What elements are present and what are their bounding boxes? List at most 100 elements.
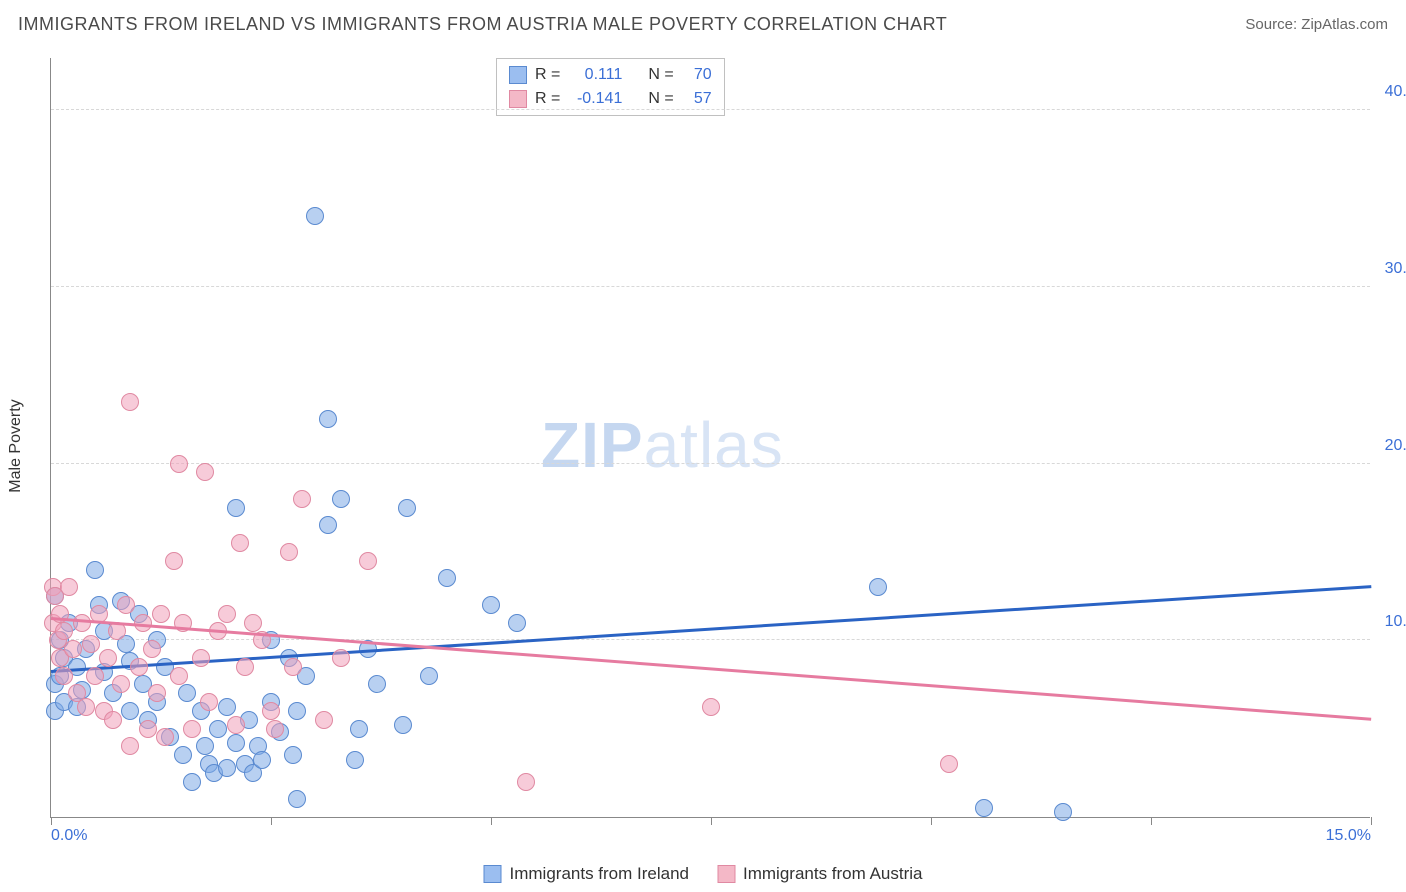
data-point	[108, 622, 126, 640]
r-label: R =	[535, 90, 560, 108]
x-tick	[1151, 817, 1152, 825]
data-point	[280, 543, 298, 561]
y-tick-label: 20.0%	[1385, 437, 1406, 455]
y-tick-label: 30.0%	[1385, 260, 1406, 278]
x-tick-label: 15.0%	[1326, 827, 1371, 845]
data-point	[508, 614, 526, 632]
data-point	[517, 773, 535, 791]
data-point	[288, 702, 306, 720]
x-tick	[711, 817, 712, 825]
data-point	[284, 746, 302, 764]
data-point	[121, 393, 139, 411]
data-point	[156, 728, 174, 746]
data-point	[178, 684, 196, 702]
legend-swatch	[509, 90, 527, 108]
legend-stat-row: R = -0.141 N = 57	[509, 87, 712, 111]
data-point	[1054, 803, 1072, 821]
data-point	[227, 734, 245, 752]
data-point	[398, 499, 416, 517]
data-point	[170, 667, 188, 685]
y-tick-label: 10.0%	[1385, 613, 1406, 631]
data-point	[200, 693, 218, 711]
data-point	[940, 755, 958, 773]
data-point	[869, 578, 887, 596]
data-point	[346, 751, 364, 769]
legend-swatch	[717, 865, 735, 883]
x-tick	[491, 817, 492, 825]
data-point	[227, 499, 245, 517]
data-point	[394, 716, 412, 734]
r-value: -0.141	[568, 90, 622, 108]
data-point	[130, 658, 148, 676]
data-point	[236, 658, 254, 676]
data-point	[244, 614, 262, 632]
data-point	[183, 720, 201, 738]
x-tick	[271, 817, 272, 825]
scatter-chart: ZIPatlas R =0.111N =70R =-0.141N =57 10.…	[50, 58, 1370, 818]
x-tick-label: 0.0%	[51, 827, 87, 845]
data-point	[218, 759, 236, 777]
watermark: ZIPatlas	[541, 408, 784, 482]
data-point	[73, 614, 91, 632]
chart-header: IMMIGRANTS FROM IRELAND VS IMMIGRANTS FR…	[0, 0, 1406, 48]
series-legend: Immigrants from Ireland Immigrants from A…	[484, 864, 923, 884]
data-point	[174, 746, 192, 764]
source-attribution: Source: ZipAtlas.com	[1245, 16, 1388, 33]
data-point	[104, 711, 122, 729]
data-point	[139, 720, 157, 738]
legend-item: Immigrants from Ireland	[484, 864, 690, 884]
correlation-legend: R =0.111N =70R =-0.141N =57	[496, 58, 725, 116]
data-point	[183, 773, 201, 791]
x-tick	[51, 817, 52, 825]
data-point	[82, 635, 100, 653]
legend-item: Immigrants from Austria	[717, 864, 923, 884]
data-point	[64, 640, 82, 658]
legend-stat-row: R =0.111N =70	[509, 63, 712, 87]
data-point	[293, 490, 311, 508]
data-point	[165, 552, 183, 570]
gridline	[51, 639, 1370, 640]
y-axis-label: Male Poverty	[7, 399, 25, 492]
data-point	[315, 711, 333, 729]
data-point	[55, 667, 73, 685]
data-point	[350, 720, 368, 738]
legend-swatch	[484, 865, 502, 883]
chart-title: IMMIGRANTS FROM IRELAND VS IMMIGRANTS FR…	[18, 14, 947, 35]
data-point	[196, 737, 214, 755]
source-link[interactable]: ZipAtlas.com	[1301, 16, 1388, 33]
r-label: R =	[535, 66, 560, 84]
data-point	[148, 684, 166, 702]
data-point	[702, 698, 720, 716]
data-point	[319, 516, 337, 534]
data-point	[86, 561, 104, 579]
data-point	[266, 720, 284, 738]
n-value: 70	[682, 66, 712, 84]
gridline	[51, 286, 1370, 287]
gridline	[51, 463, 1370, 464]
n-label: N =	[648, 90, 673, 108]
legend-swatch	[509, 66, 527, 84]
x-tick	[931, 817, 932, 825]
data-point	[121, 737, 139, 755]
data-point	[231, 534, 249, 552]
data-point	[170, 455, 188, 473]
data-point	[77, 698, 95, 716]
data-point	[975, 799, 993, 817]
y-tick-label: 40.0%	[1385, 83, 1406, 101]
data-point	[209, 720, 227, 738]
data-point	[368, 675, 386, 693]
gridline	[51, 109, 1370, 110]
data-point	[253, 751, 271, 769]
data-point	[99, 649, 117, 667]
data-point	[112, 675, 130, 693]
data-point	[262, 702, 280, 720]
data-point	[332, 490, 350, 508]
data-point	[60, 578, 78, 596]
data-point	[218, 698, 236, 716]
legend-label: Immigrants from Austria	[743, 864, 923, 884]
data-point	[319, 410, 337, 428]
data-point	[55, 622, 73, 640]
n-value: 57	[682, 90, 712, 108]
data-point	[121, 702, 139, 720]
data-point	[218, 605, 236, 623]
